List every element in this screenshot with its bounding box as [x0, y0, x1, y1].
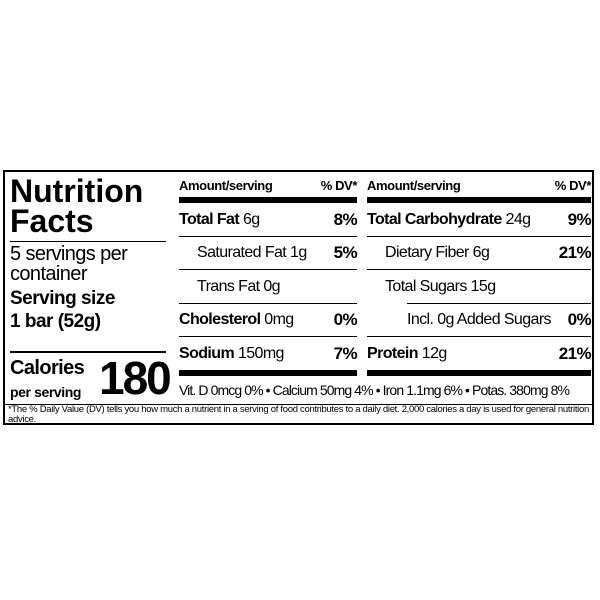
row-divider — [179, 302, 357, 304]
serving-size-label: Serving size — [10, 288, 115, 309]
nutrient-dv: 9% — [567, 210, 592, 229]
nutrient-row: Total Carbohydrate 24g 9% — [367, 203, 592, 236]
nutrient-name: Incl. 0g Added Sugars — [407, 311, 552, 329]
nutrient-row: Total Sugars 15g — [367, 270, 591, 303]
nutrient-amount: 0mg — [264, 311, 294, 329]
vitamins-minerals: Vit. D 0mcg 0% • Calcium 50mg 4% • Iron … — [179, 377, 591, 403]
calories-text: Calories — [10, 357, 85, 379]
divider — [5, 404, 592, 405]
divider — [10, 241, 166, 242]
thick-divider — [367, 370, 591, 376]
nutrient-row: Trans Fat 0g — [179, 270, 357, 303]
row-divider — [367, 336, 591, 338]
serving-size: Serving size 1 bar (52g) — [10, 287, 166, 333]
nutrition-facts-label: Nutrition Facts 5 servings per container… — [3, 170, 594, 425]
nutrient-name: Sodium — [179, 344, 235, 362]
nutrient-label: Saturated Fat 1g — [197, 244, 307, 261]
header-amount: Amount/serving — [179, 178, 273, 193]
nutrient-dv: 21% — [558, 343, 592, 363]
nutrient-row: Incl. 0g Added Sugars 0% — [367, 303, 592, 336]
right-table-header: Amount/serving % DV* — [367, 178, 591, 193]
row-divider — [367, 236, 591, 237]
nutrient-dv: 5% — [333, 243, 358, 263]
calories-value: 180 — [99, 352, 172, 404]
header-dv: % DV* — [554, 178, 592, 193]
nutrient-name: Dietary Fiber — [385, 244, 469, 262]
nutrient-name: Total Sugars — [385, 277, 467, 295]
nutrient-dv: 0% — [333, 310, 358, 330]
nutrient-label: Dietary Fiber 6g — [385, 244, 490, 262]
servings-line-1: 5 servings per — [10, 243, 128, 265]
nutrient-dv: 21% — [558, 243, 592, 263]
nutrient-label: Total Fat 6g — [179, 211, 260, 228]
nutrient-row: Sodium 150mg 7% — [179, 337, 358, 370]
nutrient-label: Total Carbohydrate 24g — [367, 211, 532, 228]
header-amount: Amount/serving — [367, 178, 461, 193]
nutrient-name: Protein — [367, 344, 419, 362]
nutrient-label: Incl. 0g Added Sugars — [407, 311, 552, 329]
nutrient-amount: 15g — [470, 277, 497, 295]
calories-label: Calories per serving — [10, 357, 100, 404]
nutrient-amount: 1g — [290, 244, 307, 262]
nutrient-dv: 8% — [333, 210, 358, 229]
nutrient-name: Saturated Fat — [197, 244, 287, 262]
calories-number: 180 — [99, 352, 172, 404]
servings-line-2: container — [10, 263, 87, 285]
nutrient-amount: 0g — [263, 277, 280, 295]
divider — [10, 351, 166, 353]
row-divider — [407, 302, 591, 304]
nutrient-dv: 7% — [333, 343, 358, 363]
thick-divider — [179, 197, 357, 203]
row-divider — [179, 236, 357, 237]
nutrient-label: Trans Fat 0g — [197, 277, 281, 295]
nutrient-name: Total Fat — [179, 211, 240, 228]
footnote: *The % Daily Value (DV) tells you how mu… — [8, 405, 589, 425]
nutrient-name: Total Carbohydrate — [367, 211, 502, 228]
nutrient-amount: 6g — [242, 211, 260, 228]
thick-divider — [179, 370, 357, 376]
nutrient-label: Protein 12g — [367, 345, 447, 362]
vitamins-text: Vit. D 0mcg 0% • Calcium 50mg 4% • Iron … — [179, 382, 570, 398]
serving-size-value: 1 bar (52g) — [10, 311, 101, 332]
header-dv: % DV* — [320, 178, 358, 193]
nutrient-label: Total Sugars 15g — [385, 278, 496, 295]
row-divider — [367, 269, 591, 271]
title-facts: Facts — [10, 203, 94, 239]
servings-per-container: 5 servings per container — [10, 244, 166, 284]
nutrient-row: Cholesterol 0mg 0% — [179, 303, 358, 336]
per-serving-text: per serving — [10, 384, 82, 400]
nutrient-label: Sodium 150mg — [179, 345, 284, 362]
row-divider — [179, 269, 357, 271]
nutrient-row: Protein 12g 21% — [367, 337, 592, 370]
nutrient-amount: 150mg — [237, 344, 285, 362]
nutrient-name: Trans Fat — [197, 277, 260, 295]
nutrient-row: Total Fat 6g 8% — [179, 203, 358, 236]
title-nutrition: Nutrition — [10, 173, 144, 209]
nutrient-name: Cholesterol — [179, 311, 261, 329]
footnote-text: *The % Daily Value (DV) tells you how mu… — [8, 404, 589, 425]
nutrient-amount: 12g — [421, 344, 448, 362]
left-table-header: Amount/serving % DV* — [179, 178, 357, 193]
row-divider — [179, 336, 357, 338]
nutrient-row: Saturated Fat 1g 5% — [179, 236, 358, 269]
nutrient-label: Cholesterol 0mg — [179, 311, 294, 328]
nutrient-amount: 6g — [472, 244, 490, 262]
nutrient-dv: 0% — [567, 310, 592, 330]
nutrient-row: Dietary Fiber 6g 21% — [367, 236, 592, 269]
thick-divider — [367, 197, 591, 203]
nutrient-amount: 24g — [505, 211, 532, 228]
